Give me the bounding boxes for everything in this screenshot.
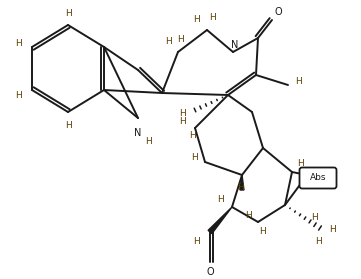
Text: H: H [180, 109, 186, 117]
Text: H: H [192, 153, 199, 162]
Text: N: N [231, 40, 239, 50]
Text: H: H [315, 237, 321, 247]
Text: H: H [193, 237, 199, 247]
Text: H: H [258, 227, 265, 237]
Text: H: H [217, 196, 223, 205]
Text: H: H [245, 210, 251, 220]
Text: H: H [236, 182, 243, 191]
Text: O: O [274, 7, 282, 17]
Text: H: H [312, 213, 318, 222]
Text: H: H [189, 131, 195, 140]
Text: H: H [65, 121, 71, 131]
Text: H: H [209, 13, 216, 23]
FancyBboxPatch shape [300, 167, 336, 189]
Text: O: O [206, 267, 214, 277]
Polygon shape [208, 207, 232, 234]
Text: H: H [165, 37, 171, 47]
Text: H: H [65, 8, 71, 18]
Text: H: H [295, 78, 301, 86]
Text: H: H [180, 117, 186, 126]
Text: H: H [297, 158, 303, 167]
Text: H: H [145, 138, 151, 146]
Text: H: H [15, 39, 21, 47]
Text: N: N [134, 128, 142, 138]
Text: H: H [15, 92, 21, 100]
Text: H: H [193, 16, 200, 25]
Text: Abs: Abs [310, 174, 326, 182]
Text: H: H [177, 35, 183, 44]
Polygon shape [240, 175, 244, 190]
Text: H: H [329, 225, 335, 235]
